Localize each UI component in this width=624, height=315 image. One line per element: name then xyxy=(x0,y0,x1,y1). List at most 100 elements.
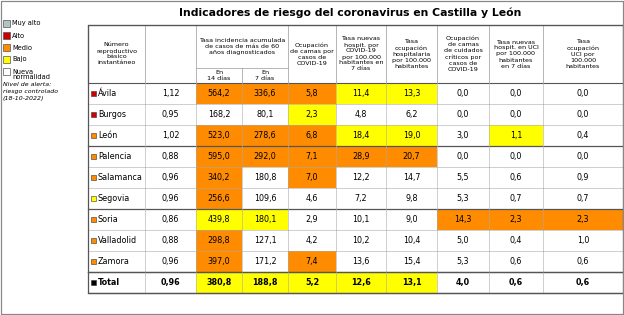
Text: 5,8: 5,8 xyxy=(306,89,318,98)
Text: 3,0: 3,0 xyxy=(457,131,469,140)
Bar xyxy=(88,209,623,230)
Bar xyxy=(336,272,386,293)
Text: 564,2: 564,2 xyxy=(208,89,230,98)
Bar xyxy=(91,238,96,243)
Text: Palencia: Palencia xyxy=(98,152,132,161)
Bar xyxy=(88,125,623,146)
Text: 180,8: 180,8 xyxy=(254,173,276,182)
Text: 0,6: 0,6 xyxy=(576,278,590,287)
Text: 0,0: 0,0 xyxy=(510,110,522,119)
Text: 0,88: 0,88 xyxy=(162,236,179,245)
Text: 6,2: 6,2 xyxy=(405,110,417,119)
Text: 1,12: 1,12 xyxy=(162,89,179,98)
Text: 7,4: 7,4 xyxy=(306,257,318,266)
Text: 4,0: 4,0 xyxy=(456,278,470,287)
Text: 256,6: 256,6 xyxy=(208,194,230,203)
Text: 5,3: 5,3 xyxy=(457,194,469,203)
Bar xyxy=(386,125,437,146)
Bar xyxy=(288,146,336,167)
Bar xyxy=(88,83,623,104)
Text: 13,6: 13,6 xyxy=(353,257,369,266)
Bar xyxy=(386,146,437,167)
Text: 15,4: 15,4 xyxy=(402,257,420,266)
Bar xyxy=(88,188,623,209)
Bar xyxy=(88,146,623,167)
Text: 0,9: 0,9 xyxy=(577,173,589,182)
Text: Burgos: Burgos xyxy=(98,110,126,119)
Bar xyxy=(242,209,288,230)
Text: 2,3: 2,3 xyxy=(306,110,318,119)
Text: 168,2: 168,2 xyxy=(208,110,230,119)
Bar xyxy=(91,259,96,264)
Text: 0,0: 0,0 xyxy=(510,89,522,98)
Text: 1,1: 1,1 xyxy=(510,131,522,140)
Bar xyxy=(91,175,96,180)
Bar xyxy=(196,230,242,251)
Bar xyxy=(336,125,386,146)
Text: 4,6: 4,6 xyxy=(306,194,318,203)
Text: Tasa nuevas
hospit. por
COVID-19
por 100.000
habitantes en
7 días: Tasa nuevas hospit. por COVID-19 por 100… xyxy=(339,37,383,72)
Bar xyxy=(288,251,336,272)
Text: 0,6: 0,6 xyxy=(577,257,589,266)
Text: 397,0: 397,0 xyxy=(208,257,230,266)
Bar xyxy=(242,83,288,104)
Bar xyxy=(3,20,10,27)
Text: 0,0: 0,0 xyxy=(577,89,589,98)
Bar xyxy=(489,125,543,146)
Text: 127,1: 127,1 xyxy=(254,236,276,245)
Text: 0,6: 0,6 xyxy=(509,278,523,287)
Text: Muy alto: Muy alto xyxy=(12,20,41,26)
Text: León: León xyxy=(98,131,117,140)
Text: 20,7: 20,7 xyxy=(402,152,421,161)
Text: 292,0: 292,0 xyxy=(253,152,276,161)
Text: 1,0: 1,0 xyxy=(577,236,589,245)
Text: 10,1: 10,1 xyxy=(353,215,369,224)
Bar xyxy=(196,272,242,293)
Text: 7,1: 7,1 xyxy=(306,152,318,161)
Text: 7,0: 7,0 xyxy=(306,173,318,182)
Text: 4,2: 4,2 xyxy=(306,236,318,245)
Bar xyxy=(91,112,96,117)
Text: 28,9: 28,9 xyxy=(352,152,370,161)
Bar xyxy=(3,44,10,51)
Text: 340,2: 340,2 xyxy=(208,173,230,182)
Bar xyxy=(88,104,623,125)
Text: 2,3: 2,3 xyxy=(577,215,589,224)
Text: Tasa
ocupación
hospitalaria
por 100.000
habitantes: Tasa ocupación hospitalaria por 100.000 … xyxy=(392,39,431,69)
Bar xyxy=(196,125,242,146)
Text: Bajo: Bajo xyxy=(12,56,27,62)
Text: Valladolid: Valladolid xyxy=(98,236,137,245)
Text: 7,2: 7,2 xyxy=(354,194,368,203)
Text: 0,0: 0,0 xyxy=(510,152,522,161)
Text: 523,0: 523,0 xyxy=(208,131,230,140)
Text: 12,6: 12,6 xyxy=(351,278,371,287)
Text: 0,6: 0,6 xyxy=(510,257,522,266)
Bar xyxy=(288,125,336,146)
Text: 0,4: 0,4 xyxy=(577,131,589,140)
Text: 298,8: 298,8 xyxy=(208,236,230,245)
Text: 13,3: 13,3 xyxy=(403,89,420,98)
Text: Ocupación
de camas por
casos de
COVID-19: Ocupación de camas por casos de COVID-19 xyxy=(290,42,334,66)
Text: Nueva: Nueva xyxy=(12,68,33,75)
Text: 0,96: 0,96 xyxy=(162,257,179,266)
Text: 188,8: 188,8 xyxy=(252,278,278,287)
Text: 0,7: 0,7 xyxy=(577,194,589,203)
Bar xyxy=(91,280,96,285)
Text: Ávila: Ávila xyxy=(98,89,117,98)
Text: 2,9: 2,9 xyxy=(306,215,318,224)
Text: 0,96: 0,96 xyxy=(162,173,179,182)
Text: Tasa incidencia acumulada
de casos de más de 60
años diagnosticados: Tasa incidencia acumulada de casos de má… xyxy=(199,38,285,55)
Bar xyxy=(88,230,623,251)
Text: 10,2: 10,2 xyxy=(353,236,370,245)
Text: 278,6: 278,6 xyxy=(254,131,276,140)
Text: 18,4: 18,4 xyxy=(353,131,369,140)
Text: 0,0: 0,0 xyxy=(577,152,589,161)
Text: 0,95: 0,95 xyxy=(162,110,179,119)
Bar xyxy=(437,209,489,230)
Text: 14,3: 14,3 xyxy=(454,215,472,224)
Bar xyxy=(288,83,336,104)
Text: 0,0: 0,0 xyxy=(457,152,469,161)
Text: 10,4: 10,4 xyxy=(403,236,420,245)
Bar xyxy=(91,91,96,96)
Text: Medio: Medio xyxy=(12,44,32,50)
